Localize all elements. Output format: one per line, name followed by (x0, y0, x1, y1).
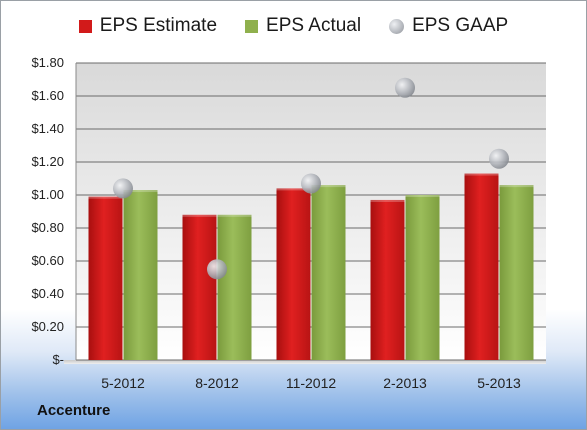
legend: EPS Estimate EPS Actual EPS GAAP (1, 15, 586, 37)
legend-swatch-eps-estimate (78, 19, 92, 33)
y-tick-label: $1.00 (31, 187, 64, 202)
eps-estimate-bar (370, 199, 405, 360)
eps-estimate-bar-highlight (370, 199, 405, 202)
eps-estimate-bar (276, 188, 311, 360)
legend-swatch-eps-actual (245, 19, 259, 33)
y-tick-label: $0.60 (31, 253, 64, 268)
eps-actual-bar-highlight (499, 185, 534, 188)
x-tick-label: 2-2013 (383, 375, 427, 391)
eps-estimate-bar-highlight (464, 173, 499, 176)
legend-label-eps-actual: EPS Actual (266, 15, 362, 36)
eps-gaap-point (113, 178, 133, 199)
eps-actual-bar (217, 214, 252, 360)
y-tick-label: $- (52, 352, 64, 367)
eps-actual-bar (311, 185, 346, 360)
y-tick-label: $0.80 (31, 220, 64, 235)
eps-gaap-point (207, 259, 227, 280)
x-tick-label: 5-2013 (477, 375, 521, 391)
eps-estimate-bar-highlight (182, 214, 217, 217)
eps-estimate-bar-highlight (276, 188, 311, 191)
legend-swatch-eps-gaap (389, 18, 405, 34)
eps-estimate-bar (464, 173, 499, 360)
eps-gaap-point (301, 173, 321, 194)
y-tick-label: $1.20 (31, 154, 64, 169)
eps-estimate-bar (182, 214, 217, 360)
legend-item-eps-estimate: EPS Estimate (78, 15, 218, 37)
y-tick-label: $0.40 (31, 286, 64, 301)
legend-item-eps-gaap: EPS GAAP (389, 15, 508, 37)
eps-actual-bar-highlight (405, 195, 440, 197)
y-tick-label: $1.80 (31, 55, 64, 70)
eps-actual-bar-highlight (311, 185, 346, 188)
plot-floor (64, 360, 546, 364)
eps-actual-bar (499, 185, 534, 360)
eps-estimate-bar (88, 196, 123, 360)
legend-label-eps-gaap: EPS GAAP (412, 15, 509, 36)
eps-actual-bar (405, 195, 440, 360)
legend-label-eps-estimate: EPS Estimate (99, 15, 218, 36)
eps-gaap-point (489, 148, 509, 169)
x-tick-label: 5-2012 (101, 375, 145, 391)
eps-actual-bar-highlight (123, 190, 158, 193)
company-name: Accenture (37, 402, 111, 419)
eps-gaap-point (395, 77, 415, 98)
x-tick-label: 8-2012 (195, 375, 239, 391)
x-tick-label: 11-2012 (286, 375, 337, 391)
eps-actual-bar (123, 190, 158, 360)
y-tick-label: $0.20 (31, 319, 64, 334)
eps-estimate-bar-highlight (88, 196, 123, 199)
y-tick-label: $1.60 (31, 88, 64, 103)
y-tick-label: $1.40 (31, 121, 64, 136)
eps-actual-bar-highlight (217, 214, 252, 217)
legend-item-eps-actual: EPS Actual (245, 15, 361, 37)
